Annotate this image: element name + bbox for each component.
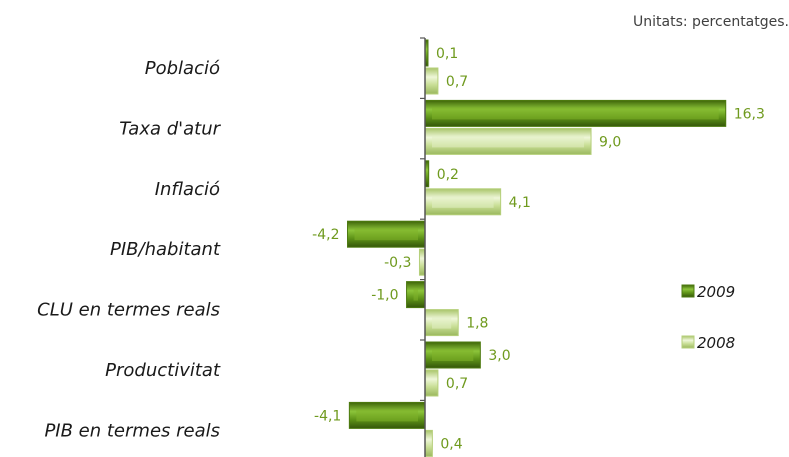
- value-label: 0,4: [440, 436, 462, 452]
- value-label: 1,8: [466, 316, 488, 332]
- bar-2009-bevel: [432, 349, 474, 361]
- value-label: 9,0: [599, 134, 621, 150]
- bar-2008: [418, 248, 426, 276]
- bar-2008: [424, 429, 433, 457]
- bar-2008: [424, 369, 439, 397]
- value-label: 0,7: [446, 74, 468, 90]
- bar-2008: [424, 67, 439, 95]
- units-note: Unitats: percentatges.: [633, 14, 789, 30]
- bar-2008-bevel: [432, 195, 494, 208]
- bar-2008-bevel: [432, 316, 452, 329]
- category-label: PIB/habitant: [110, 239, 221, 260]
- legend-swatch-2009: [681, 284, 695, 298]
- legend-label-2008: 2008: [697, 334, 735, 352]
- category-label: Inflació: [155, 179, 220, 200]
- legend-swatch-2008: [681, 335, 695, 349]
- value-label: -0,3: [384, 255, 411, 271]
- value-label: -1,0: [371, 288, 398, 304]
- category-label: Població: [145, 58, 220, 79]
- category-label: CLU en termes reals: [37, 300, 220, 321]
- bar-2009-bevel: [432, 107, 719, 120]
- value-label: 0,1: [436, 46, 458, 62]
- value-label: -4,2: [312, 227, 339, 243]
- value-label: 16,3: [734, 106, 765, 122]
- bar-2009-bevel: [413, 288, 418, 301]
- value-label: 0,2: [437, 167, 459, 183]
- value-label: 0,7: [446, 376, 468, 392]
- bar-2008-bevel: [432, 135, 585, 148]
- bar-2009-bevel: [356, 409, 418, 422]
- value-label: 3,0: [488, 348, 510, 364]
- category-label: PIB en termes reals: [44, 420, 220, 441]
- category-label: Taxa d'atur: [119, 118, 221, 139]
- bar-2009-bevel: [354, 228, 418, 241]
- value-label: -4,1: [314, 408, 341, 424]
- category-label: Productivitat: [105, 360, 221, 381]
- value-label: 4,1: [509, 195, 531, 211]
- legend-label-2009: 2009: [697, 283, 735, 301]
